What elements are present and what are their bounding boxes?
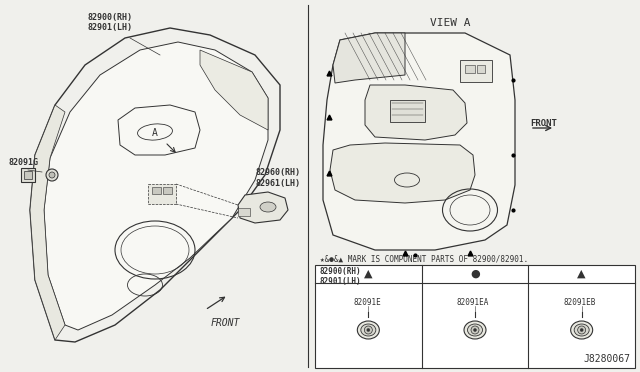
Ellipse shape (361, 324, 376, 336)
Polygon shape (200, 50, 268, 130)
Bar (163, 187, 172, 194)
Circle shape (49, 172, 55, 178)
Ellipse shape (260, 202, 276, 212)
Circle shape (578, 326, 586, 334)
Bar (21, 168, 35, 182)
Text: A: A (152, 128, 158, 138)
Ellipse shape (571, 321, 593, 339)
Ellipse shape (464, 321, 486, 339)
Ellipse shape (467, 324, 483, 336)
Ellipse shape (357, 321, 380, 339)
Bar (477, 65, 485, 73)
Polygon shape (44, 42, 268, 330)
Bar (460, 60, 492, 82)
Polygon shape (323, 33, 515, 250)
Bar (238, 208, 250, 216)
Circle shape (364, 326, 372, 334)
Text: 82900(RH)
82901(LH): 82900(RH) 82901(LH) (88, 13, 132, 32)
Bar (390, 100, 425, 122)
Text: J8280067: J8280067 (583, 354, 630, 364)
Text: ▲: ▲ (577, 269, 586, 279)
Circle shape (46, 169, 58, 181)
Text: 82091G: 82091G (8, 157, 38, 167)
Polygon shape (330, 143, 475, 203)
Text: ●: ● (470, 269, 480, 279)
Bar (315, 265, 635, 368)
Circle shape (474, 328, 477, 331)
Polygon shape (365, 85, 467, 140)
Bar (465, 65, 475, 73)
Ellipse shape (574, 324, 589, 336)
Text: 82960(RH)
82961(LH): 82960(RH) 82961(LH) (255, 168, 300, 188)
Bar (148, 184, 176, 204)
Text: 82091EB: 82091EB (564, 298, 596, 307)
Text: VIEW A: VIEW A (429, 18, 470, 28)
Text: FRONT: FRONT (530, 119, 557, 128)
Polygon shape (30, 105, 65, 340)
Text: ★&●&▲ MARK IS COMPONENT PARTS OF 82900/82901.: ★&●&▲ MARK IS COMPONENT PARTS OF 82900/8… (320, 255, 528, 264)
Text: ▲: ▲ (364, 269, 372, 279)
Circle shape (471, 326, 479, 334)
Circle shape (580, 328, 583, 331)
Text: 82091EA: 82091EA (457, 298, 490, 307)
Polygon shape (238, 192, 288, 223)
Text: FRONT: FRONT (211, 318, 240, 328)
Bar (24, 171, 32, 179)
Polygon shape (333, 33, 405, 83)
Text: 82091E: 82091E (353, 298, 381, 307)
Text: 82900(RH)
82901(LH): 82900(RH) 82901(LH) (320, 267, 362, 286)
Circle shape (367, 328, 370, 331)
Bar (152, 187, 161, 194)
